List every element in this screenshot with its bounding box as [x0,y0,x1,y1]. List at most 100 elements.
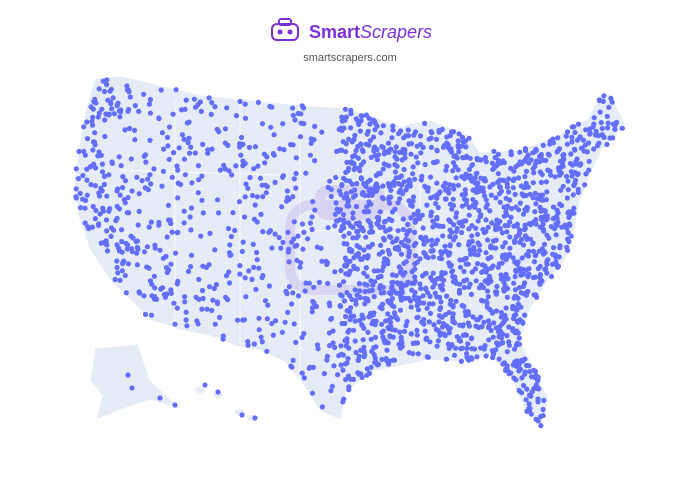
location-dot [212,104,218,110]
location-dot [604,113,610,119]
island [213,392,223,398]
location-dot [268,124,274,130]
location-dot [414,327,420,333]
location-dot [379,321,385,327]
location-dot [117,114,123,120]
location-dot [125,108,131,114]
location-dot [452,234,458,240]
location-dot [548,140,554,146]
location-dot [390,239,396,245]
location-dot [229,172,235,178]
location-dot [507,234,513,240]
location-dot [548,172,554,178]
location-dot [425,255,431,261]
location-dot [488,244,494,251]
location-dot [341,220,347,226]
location-dot [122,200,128,206]
location-dot [260,194,266,200]
location-dot [141,91,147,97]
location-dot [496,334,502,340]
location-dot [346,165,352,171]
location-dot [479,298,486,304]
location-dot [242,194,248,200]
location-dot [506,339,512,345]
location-dot [328,388,334,394]
location-dot [582,142,588,148]
location-dot [467,247,473,253]
location-dot [435,204,441,211]
location-dot [114,258,120,264]
location-dot [203,264,209,270]
location-dot [428,135,434,141]
location-dot [355,357,361,363]
location-dot [356,371,362,377]
location-dot [202,382,208,388]
location-dot [597,109,603,115]
location-dot [422,161,428,168]
location-dot [409,269,415,275]
location-dot [414,340,421,346]
location-dot [515,301,521,307]
location-dot [357,288,363,294]
location-dot [380,196,386,202]
location-dot [117,277,123,283]
location-dot [463,201,469,207]
location-dot [101,88,108,95]
location-dot [226,269,232,275]
location-dot [199,173,205,179]
location-dot [113,218,119,224]
location-dot [516,335,522,341]
location-dot [384,347,390,353]
location-dot [410,340,416,346]
location-dot [528,374,535,380]
location-dot [347,248,353,254]
location-dot [430,218,436,224]
location-dot [442,243,448,249]
location-dot [531,259,538,265]
location-dot [512,287,519,293]
location-dot [541,397,547,403]
location-dot [472,180,478,186]
location-dot [142,311,149,317]
location-dot [440,233,446,239]
location-dot [379,329,385,335]
location-dot [432,290,438,296]
location-dot [504,229,510,235]
location-dot [539,192,546,198]
location-dot [484,288,491,294]
location-dot [381,151,387,157]
location-dot [395,200,401,206]
location-dot [480,185,486,191]
location-dot [493,237,499,243]
location-dot [406,295,412,301]
location-dot [405,244,411,250]
location-dot [530,219,536,226]
location-dot [560,183,566,189]
location-dot [411,132,417,138]
location-dot [164,134,171,140]
location-dot [564,244,570,250]
location-dot [301,121,307,127]
location-dot [483,159,489,165]
location-dot [567,222,573,228]
location-dot [220,336,226,342]
location-dot [83,197,89,203]
location-dot [405,127,411,133]
location-dot [448,146,454,152]
location-dot [512,274,518,280]
location-dot [159,183,165,189]
location-dot [393,144,399,150]
location-dot [391,182,397,188]
location-dot [321,371,327,377]
location-dot [397,307,404,313]
location-dot [348,125,354,131]
location-dot [404,184,410,190]
location-dot [168,261,174,267]
location-dot [392,154,398,160]
location-dot [507,245,513,251]
location-dot [345,329,351,335]
location-dot [386,361,392,367]
location-dot [128,156,134,162]
location-dot [332,223,338,229]
location-dot [336,188,343,194]
